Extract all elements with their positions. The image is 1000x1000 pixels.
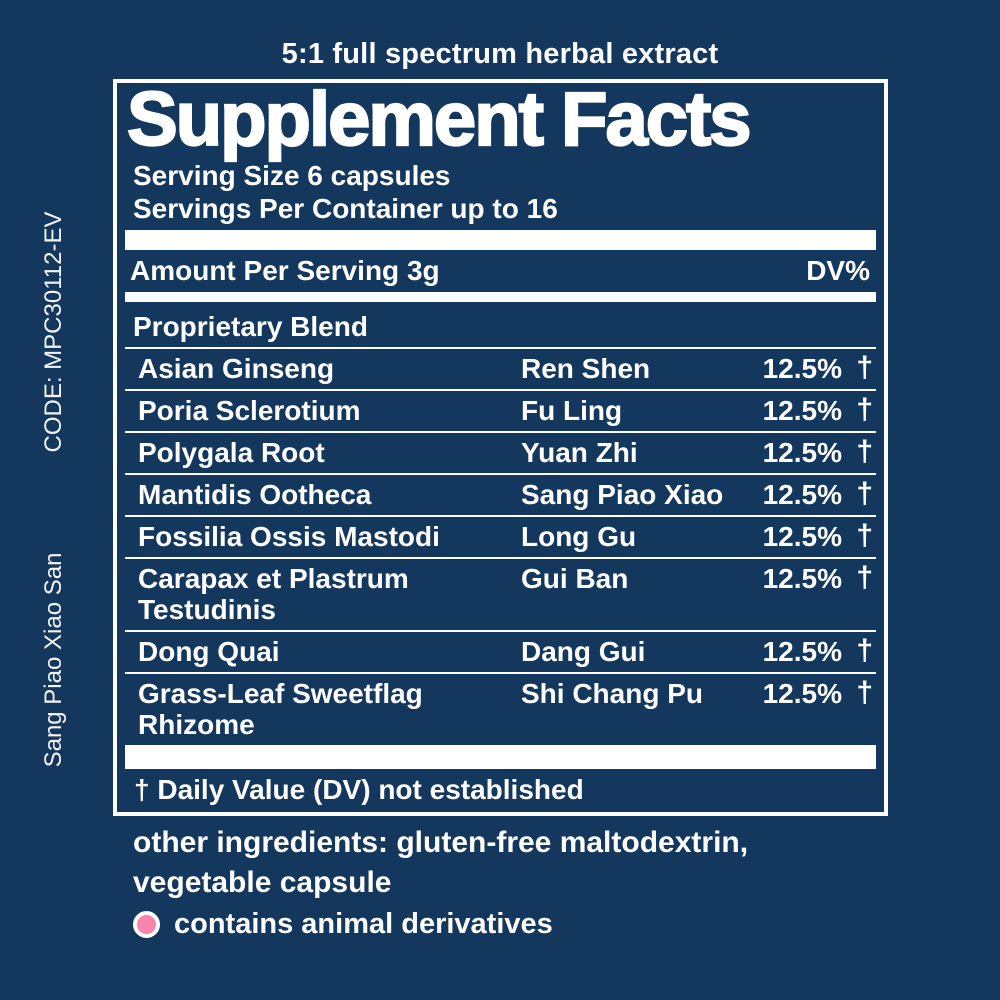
vertical-product-name-label: Sang Piao Xiao San <box>40 552 67 768</box>
ingredient-pinyin-name: Yuan Zhi <box>521 437 638 468</box>
ingredient-pinyin-name: Long Gu <box>521 521 637 552</box>
dagger-icon: † <box>856 477 873 510</box>
dv-percent-header: DV% <box>806 255 870 286</box>
ingredient-english-name: Asian Ginseng <box>138 353 335 384</box>
table-row: Carapax et Plastrum Testudinis Gui Ban 1… <box>125 559 876 632</box>
vertical-code-label: CODE: MPC30112-EV <box>40 211 67 453</box>
ingredient-dv-percent: 12.5% <box>762 395 842 426</box>
dagger-icon: † <box>856 519 873 552</box>
animal-derivatives-text: contains animal derivatives <box>174 908 553 940</box>
table-row: Mantidis Ootheca Sang Piao Xiao 12.5% † <box>125 475 876 517</box>
dagger-icon: † <box>856 561 873 594</box>
dagger-icon: † <box>856 634 873 667</box>
ingredient-pinyin-name: Dang Gui <box>521 636 646 667</box>
ingredient-dv-percent: 12.5% <box>762 437 842 468</box>
dagger-icon: † <box>856 435 873 468</box>
dv-footnote: † Daily Value (DV) not established <box>134 774 584 805</box>
other-ingredients-line-2: vegetable capsule <box>133 866 392 899</box>
ingredient-dv-percent: 12.5% <box>762 678 842 709</box>
serving-size-line: Serving Size 6 capsules <box>133 160 451 191</box>
table-row: Asian Ginseng Ren Shen 12.5% † <box>125 349 876 391</box>
table-row: Poria Sclerotium Fu Ling 12.5% † <box>125 391 876 433</box>
ingredient-english-name: Mantidis Ootheca <box>138 479 372 510</box>
amount-per-serving-label: Amount Per Serving 3g <box>130 255 440 286</box>
animal-derivatives-legend: contains animal derivatives <box>133 908 888 941</box>
table-row: Polygala Root Yuan Zhi 12.5% † <box>125 433 876 475</box>
table-row: Grass-Leaf Sweetflag Rhizome Shi Chang P… <box>125 674 876 747</box>
servings-per-container-line: Servings Per Container up to 16 <box>133 193 558 224</box>
label-column: Supplement Facts Serving Size 6 capsules… <box>113 79 888 941</box>
amount-header-row: Amount Per Serving 3g DV% <box>125 250 876 289</box>
ingredient-pinyin-name: Sang Piao Xiao <box>521 479 724 510</box>
ingredient-dv-percent: 12.5% <box>762 563 842 594</box>
ingredient-dv-percent: 12.5% <box>762 636 842 667</box>
dagger-icon: † <box>856 393 873 426</box>
extract-ratio-tagline: 5:1 full spectrum herbal extract <box>281 38 719 70</box>
ingredient-english-name: Carapax et Plastrum Testudinis <box>138 563 409 625</box>
supplement-facts-panel: Supplement Facts Serving Size 6 capsules… <box>113 79 888 816</box>
ingredient-pinyin-name: Gui Ban <box>521 563 629 594</box>
below-panel-notes: other ingredients: gluten-free maltodext… <box>113 816 888 941</box>
ingredient-dv-percent: 12.5% <box>762 521 842 552</box>
ingredient-english-name: Polygala Root <box>138 437 325 468</box>
ingredient-pinyin-name: Ren Shen <box>521 353 651 384</box>
ingredient-english-name: Grass-Leaf Sweetflag Rhizome <box>138 678 423 740</box>
other-ingredients-line-1: other ingredients: gluten-free maltodext… <box>133 826 749 859</box>
ingredient-dv-percent: 12.5% <box>762 479 842 510</box>
bottom-divider-bar <box>125 747 876 769</box>
medium-divider-bar <box>125 292 876 302</box>
ingredient-pinyin-name: Shi Chang Pu <box>521 678 703 709</box>
table-row: Fossilia Ossis Mastodi Long Gu 12.5% † <box>125 517 876 559</box>
dagger-icon: † <box>856 676 873 709</box>
pink-dot-icon <box>133 911 160 938</box>
thick-divider-bar <box>125 230 876 250</box>
blend-table-body: Asian Ginseng Ren Shen 12.5% † Poria Scl… <box>125 347 876 747</box>
ingredient-english-name: Fossilia Ossis Mastodi <box>138 521 440 552</box>
dagger-icon: † <box>856 351 873 384</box>
ingredient-pinyin-name: Fu Ling <box>521 395 623 426</box>
proprietary-blend-heading: Proprietary Blend <box>133 311 368 342</box>
ingredient-dv-percent: 12.5% <box>762 353 842 384</box>
ingredient-english-name: Poria Sclerotium <box>138 395 361 426</box>
supplement-facts-title: Supplement Facts <box>126 77 753 162</box>
ingredient-english-name: Dong Quai <box>138 636 280 667</box>
table-row: Dong Quai Dang Gui 12.5% † <box>125 632 876 674</box>
